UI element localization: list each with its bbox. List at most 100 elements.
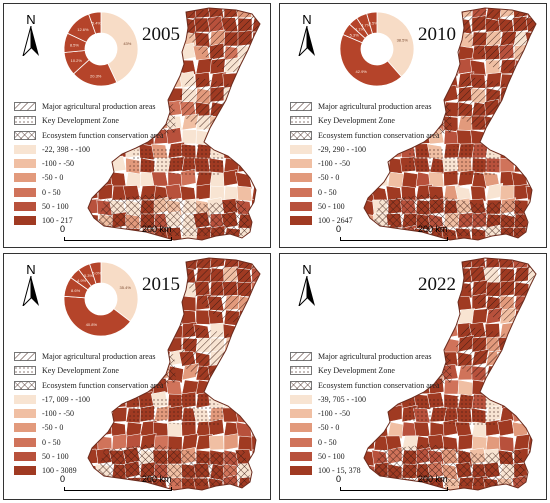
legend-label: Major agricultural production areas xyxy=(42,102,156,111)
legend-swatch xyxy=(290,116,312,126)
legend-label: Ecosystem function conservation area xyxy=(42,380,164,390)
county-region xyxy=(125,171,143,189)
county-region xyxy=(527,59,536,76)
county-region xyxy=(513,71,531,89)
county-region xyxy=(427,59,445,75)
zone-overlay xyxy=(404,394,502,426)
legend-swatch xyxy=(14,352,36,361)
legend-label: 50 - 100 xyxy=(318,452,345,462)
county-region xyxy=(237,239,255,240)
scale-start-label: 0 xyxy=(336,224,342,234)
county-region xyxy=(415,258,434,271)
legend-label: -100 - -50 xyxy=(42,409,74,419)
legend-label: Key Development Zone xyxy=(42,116,119,126)
legend-label: -17, 009 - -100 xyxy=(42,394,90,404)
legend-label: 100 - 217 xyxy=(42,216,73,226)
north-arrow: N xyxy=(294,262,320,308)
legend-label: 100 - 3089 xyxy=(42,466,77,476)
county-region xyxy=(386,309,403,326)
donut-slice-label: 42.9% xyxy=(356,69,368,74)
county-region xyxy=(210,490,225,499)
county-region xyxy=(484,242,500,248)
legend-label: Major agricultural production areas xyxy=(318,102,432,111)
legend-class-item: -22, 398 - -100 xyxy=(14,143,244,157)
county-region xyxy=(429,73,447,89)
north-label: N xyxy=(26,262,36,277)
north-label: N xyxy=(302,262,312,277)
county-region xyxy=(526,213,536,230)
province-map xyxy=(363,7,537,248)
county-region xyxy=(251,45,260,61)
county-region xyxy=(385,294,403,311)
county-region xyxy=(443,45,459,61)
north-arrow-icon xyxy=(22,276,39,306)
donut-slice-label: 40.8% xyxy=(86,322,98,327)
legend-label: Key Development Zone xyxy=(42,366,119,376)
legend-swatch xyxy=(290,394,312,404)
map-legend: Major agricultural production areas Key D… xyxy=(290,100,520,229)
donut-hole xyxy=(85,33,117,65)
legend-label: 100 - 2647 xyxy=(318,216,353,226)
map-panel-2010: N 38.5% 42.9% 5.3% 4.1% 4.7% 4.5% 2010 Major … xyxy=(279,3,547,248)
county-region xyxy=(251,100,260,117)
county-region xyxy=(415,8,432,19)
legend-class-item: 100 - 15, 378 xyxy=(290,464,520,478)
county-region xyxy=(401,309,418,327)
donut-slice-label: 4.1% xyxy=(355,26,365,31)
county-region xyxy=(235,491,252,499)
county-region xyxy=(527,129,536,145)
county-region xyxy=(399,281,417,298)
donut-slice-label: 4.5% xyxy=(369,20,379,25)
donut-slice-label: 10.2% xyxy=(71,58,83,63)
county-region xyxy=(139,258,157,269)
zone-overlay xyxy=(370,444,528,486)
zone-overlay xyxy=(370,194,528,236)
county-region xyxy=(441,321,459,339)
county-region xyxy=(429,309,446,328)
donut-hole xyxy=(85,283,117,315)
legend-zone-item: Ecosystem function conservation area xyxy=(290,379,520,393)
legend-swatch xyxy=(14,437,36,447)
county-region xyxy=(153,258,170,269)
county-region xyxy=(249,225,260,240)
legend-swatch xyxy=(14,452,36,462)
county-region xyxy=(526,115,536,131)
county-region xyxy=(222,242,238,248)
legend-swatch xyxy=(290,423,312,433)
legend-label: 0 - 50 xyxy=(42,187,61,197)
legend-class-item: -29, 290 - -100 xyxy=(290,143,520,157)
legend-label: -22, 398 - -100 xyxy=(42,144,90,154)
legend-swatch xyxy=(290,159,312,169)
year-title: 2005 xyxy=(142,24,180,45)
county-region xyxy=(413,45,431,63)
county-region xyxy=(512,492,528,499)
county-region xyxy=(527,488,536,490)
legend-class-item: 0 - 50 xyxy=(290,436,520,450)
donut-slice-label: 5.4% xyxy=(92,20,102,25)
legend-label: -50 - 0 xyxy=(318,423,340,433)
legend-class-item: -100 - -50 xyxy=(14,407,244,421)
county-region xyxy=(498,242,514,248)
county-region xyxy=(251,349,260,367)
year-title: 2022 xyxy=(418,274,456,295)
legend-class-item: -50 - 0 xyxy=(290,421,520,435)
legend-label: Ecosystem function conservation area xyxy=(42,130,164,140)
legend-label: Key Development Zone xyxy=(318,366,395,376)
county-region xyxy=(139,8,156,20)
county-region xyxy=(371,323,389,341)
legend-zone-item: Major agricultural production areas xyxy=(290,350,520,364)
scale-end-label: 200 km xyxy=(142,224,172,234)
county-region xyxy=(250,462,260,479)
province-outline xyxy=(87,257,261,491)
legend-class-item: 50 - 100 xyxy=(14,200,244,214)
county-region xyxy=(527,141,536,159)
legend-swatch xyxy=(290,144,312,154)
county-region xyxy=(525,99,536,117)
legend-class-item: 50 - 100 xyxy=(14,450,244,464)
county-region xyxy=(251,407,260,423)
county-region xyxy=(251,212,260,229)
legend-label: 50 - 100 xyxy=(318,202,345,212)
legend-swatch xyxy=(290,102,312,111)
donut-slice-label: 12.6% xyxy=(77,27,89,32)
zone-overlay xyxy=(94,444,252,486)
